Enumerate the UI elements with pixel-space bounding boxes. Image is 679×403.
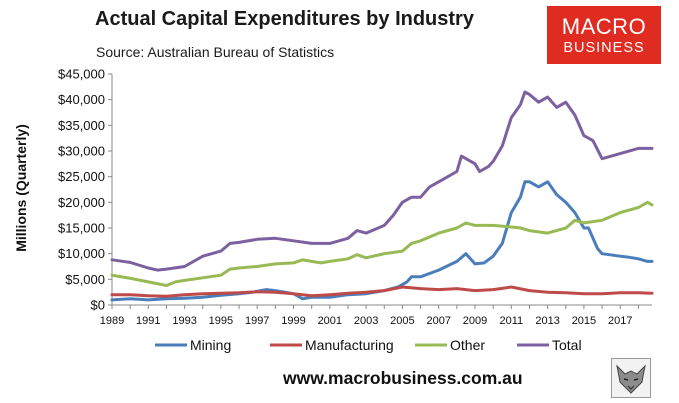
line-chart: $0 $5,000 $10,000 $15,000 $20,000 $25,000 $30,…	[13, 67, 654, 353]
x-tick-label: 2007	[426, 315, 450, 327]
axes	[108, 73, 652, 309]
legend-label-other: Other	[450, 337, 485, 353]
y-tick-label: $20,000	[58, 195, 105, 210]
x-axis-tick-labels: 1989 1991 1993 1995 1997 1999 2001 2003 2005 2007…	[100, 315, 633, 327]
wolf-logo-icon	[611, 358, 651, 398]
x-tick-label: 1993	[172, 315, 196, 327]
legend-label-mining: Mining	[190, 337, 231, 353]
chart-title: Actual Capital Expenditures by Industry	[95, 8, 474, 30]
x-tick-label: 2001	[318, 315, 342, 327]
x-tick-label: 2003	[354, 315, 378, 327]
x-tick-label: 2013	[535, 315, 559, 327]
x-tick-label: 1995	[209, 315, 233, 327]
x-tick-label: 2005	[390, 315, 414, 327]
legend-label-total: Total	[552, 337, 582, 353]
logo-line-2: BUSINESS	[563, 40, 645, 56]
y-tick-label: $0	[91, 298, 105, 313]
x-tick-label: 2009	[463, 315, 487, 327]
y-tick-label: $30,000	[58, 144, 105, 159]
series-line-mining	[110, 180, 654, 302]
chart-subtitle: Source: Australian Bureau of Statistics	[96, 44, 335, 60]
chart-legend: Mining Manufacturing Other Total	[155, 337, 582, 353]
logo-line-1: MACRO	[561, 14, 647, 39]
website-url: www.macrobusiness.com.au	[283, 368, 523, 388]
y-axis-label: Millions (Quarterly)	[13, 124, 29, 252]
x-tick-label: 2011	[499, 315, 523, 327]
x-tick-label: 2015	[572, 315, 596, 327]
y-tick-label: $25,000	[58, 169, 105, 184]
x-tick-label: 1991	[136, 315, 160, 327]
y-axis-tick-labels: $0 $5,000 $10,000 $15,000 $20,000 $25,000 $30,…	[58, 67, 105, 313]
y-tick-label: $5,000	[65, 272, 105, 287]
series-lines	[110, 90, 654, 302]
legend-label-manufacturing: Manufacturing	[305, 337, 394, 353]
y-tick-label: $15,000	[58, 221, 105, 236]
x-tick-label: 1999	[281, 315, 305, 327]
y-tick-label: $40,000	[58, 92, 105, 107]
x-tick-label: 1989	[100, 315, 124, 327]
y-tick-label: $35,000	[58, 118, 105, 133]
x-tick-label: 2017	[608, 315, 632, 327]
series-line-manufacturing	[110, 285, 654, 298]
series-line-other	[110, 200, 654, 287]
y-tick-label: $10,000	[58, 246, 105, 261]
y-tick-label: $45,000	[58, 67, 105, 82]
macrobusiness-logo: MACRO BUSINESS	[547, 6, 661, 64]
x-tick-label: 1997	[245, 315, 269, 327]
series-line-total	[110, 90, 654, 272]
